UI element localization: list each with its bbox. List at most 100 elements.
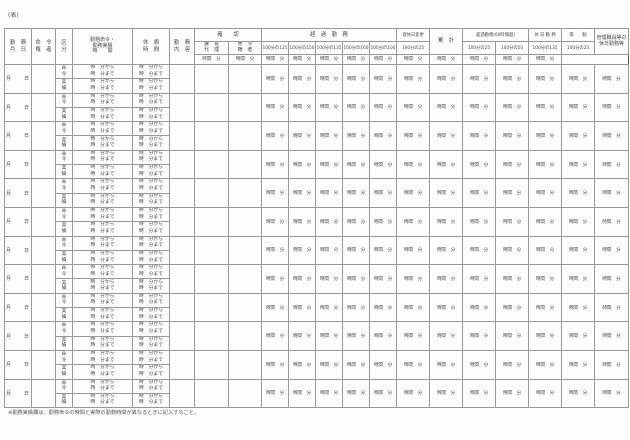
work-content-cell xyxy=(169,349,195,380)
rate-amount-cell: 時間 分 xyxy=(342,149,371,180)
ordered-time-cell: 時 分から 時 分まで xyxy=(72,321,133,337)
actual-break-time-cell: 時 分から 時 分まで xyxy=(132,106,170,123)
date-cell: 月 日 xyxy=(4,149,32,180)
header-work-content: 勤 務 内 容 xyxy=(169,28,195,65)
rate-amount-cell: 時間 分 xyxy=(495,321,530,351)
rate-amount-cell: 時間 分 xyxy=(594,149,630,180)
record-row-actual: 実 績時 分から 時 分まで時 分から 時 分まで xyxy=(5,164,629,180)
rate-amount-cell: 時間 分 xyxy=(315,292,344,323)
header-confirm-group: 確 認 xyxy=(193,28,263,42)
orderer-cell xyxy=(31,349,56,380)
rate-amount-cell: 時間 分 xyxy=(342,235,371,266)
confirm-chief-cell xyxy=(194,321,229,351)
rate-amount-cell: 時間 分 xyxy=(288,321,317,351)
break-time-cell: 時 分から 時 分まで xyxy=(132,149,170,166)
rate-amount-cell: 時間 分 xyxy=(462,321,497,351)
rate-amount-cell: 時間 分 xyxy=(315,121,344,151)
rate-amount-cell: 時間 分 xyxy=(561,206,596,237)
confirm-chief-cell xyxy=(194,292,229,323)
category-order-cell: 命 令 xyxy=(55,378,73,394)
date-cell: 月 日 xyxy=(4,349,32,380)
header-holiday-work-group: 休 日 勤 務 xyxy=(528,28,563,42)
rate-amount-cell: 時間 分 xyxy=(561,378,596,409)
record-row-actual: 実 績時 分から 時 分まで時 分から 時 分まで xyxy=(5,135,629,151)
header-unit-cell: 時間 分 xyxy=(227,54,263,65)
rate-amount-cell: 時間 分 xyxy=(396,378,431,409)
rate-amount-cell: 時間 分 xyxy=(342,321,371,351)
rate-amount-cell: 時間 分 xyxy=(561,178,596,208)
header-unit-cell: 時間 分 xyxy=(528,54,563,65)
rate-amount-cell: 時間 分 xyxy=(429,235,464,266)
confirm-orderer-cell xyxy=(227,178,263,208)
rate-amount-cell: 時間 分 xyxy=(396,206,431,237)
work-content-cell xyxy=(169,321,195,351)
side-label: (表) xyxy=(8,12,19,19)
rate-amount-cell: 時間 分 xyxy=(342,64,371,94)
ordered-time-cell: 時 分から 時 分まで xyxy=(72,235,133,251)
actual-break-time-cell: 時 分から 時 分まで xyxy=(132,249,170,266)
orderer-cell xyxy=(31,206,56,237)
rate-amount-cell: 時間 分 xyxy=(261,149,290,180)
rate-amount-cell: 時間 分 xyxy=(369,64,398,94)
header-overtime-group: 超 過 勤 務 xyxy=(261,28,398,42)
rate-amount-cell: 時間 分 xyxy=(495,64,530,94)
rate-amount-cell: 時間 分 xyxy=(429,178,464,208)
category-order-cell: 命 令 xyxy=(55,349,73,366)
actual-time-cell: 時 分から 時 分まで xyxy=(72,221,133,237)
category-actual-cell: 実 績 xyxy=(55,192,73,208)
category-actual-cell: 実 績 xyxy=(55,307,73,323)
actual-break-time-cell: 時 分から 時 分まで xyxy=(132,135,170,151)
rate-amount-cell: 時間 分 xyxy=(315,92,344,123)
work-content-cell xyxy=(169,92,195,123)
rate-amount-cell: 時間 分 xyxy=(342,178,371,208)
ordered-time-cell: 時 分から 時 分まで xyxy=(72,149,133,166)
header-night-work-group: 夜 勤 xyxy=(561,28,596,42)
rate-amount-cell: 時間 分 xyxy=(369,349,398,380)
work-content-cell xyxy=(169,178,195,208)
rate-amount-cell: 時間 分 xyxy=(369,321,398,351)
confirm-chief-cell xyxy=(194,64,229,94)
ordered-time-cell: 時 分から 時 分まで xyxy=(72,92,133,108)
rate-amount-cell: 時間 分 xyxy=(396,178,431,208)
rate-amount-cell: 時間 分 xyxy=(594,264,630,294)
category-actual-cell: 実 績 xyxy=(55,335,73,351)
rate-amount-cell: 時間 分 xyxy=(315,264,344,294)
header-unit-cell: 時間 分 xyxy=(315,54,344,65)
rate-amount-cell: 時間 分 xyxy=(396,321,431,351)
category-order-cell: 命 令 xyxy=(55,264,73,280)
confirm-chief-cell xyxy=(194,349,229,380)
rate-amount-cell: 時間 分 xyxy=(369,149,398,180)
rate-amount-cell: 時間 分 xyxy=(495,178,530,208)
rate-amount-cell: 時間 分 xyxy=(342,292,371,323)
confirm-orderer-cell xyxy=(227,321,263,351)
rate-amount-cell: 時間 分 xyxy=(561,92,596,123)
break-time-cell: 時 分から 時 分まで xyxy=(132,206,170,223)
ordered-time-cell: 時 分から 時 分まで xyxy=(72,292,133,309)
actual-time-cell: 時 分から 時 分まで xyxy=(72,392,133,409)
confirm-orderer-cell xyxy=(227,121,263,151)
header-holiday-work-rate: 100分の135 xyxy=(528,41,563,55)
actual-break-time-cell: 時 分から 時 分まで xyxy=(132,392,170,409)
header-rate-150: 100分の150 xyxy=(288,41,317,55)
rate-amount-cell: 時間 分 xyxy=(528,321,563,351)
orderer-cell xyxy=(31,264,56,294)
rate-amount-cell: 時間 分 xyxy=(396,64,431,94)
confirm-orderer-cell xyxy=(227,149,263,180)
ordered-time-cell: 時 分から 時 分まで xyxy=(72,206,133,223)
rate-amount-cell: 時間 分 xyxy=(288,92,317,123)
confirm-orderer-cell xyxy=(227,235,263,266)
actual-time-cell: 時 分から 時 分まで xyxy=(72,78,133,94)
rate-amount-cell: 時間 分 xyxy=(396,92,431,123)
header-holiday-change-group: 週休日変更 xyxy=(396,28,431,42)
header-manager-holiday-work: 管理職員等の 休日勤務等 xyxy=(594,28,630,55)
rate-amount-cell: 時間 分 xyxy=(429,349,464,380)
date-cell: 月 日 xyxy=(4,235,32,266)
category-actual-cell: 実 績 xyxy=(55,78,73,94)
rate-amount-cell: 時間 分 xyxy=(561,121,596,151)
rate-amount-cell: 時間 分 xyxy=(315,235,344,266)
category-order-cell: 命 令 xyxy=(55,121,73,137)
rate-amount-cell: 時間 分 xyxy=(315,378,344,409)
header-ordered-actual-time: 勤務命令・ 勤務実績 時 間 xyxy=(72,28,133,65)
actual-time-cell: 時 分から 時 分まで xyxy=(72,106,133,123)
category-order-cell: 命 令 xyxy=(55,149,73,166)
